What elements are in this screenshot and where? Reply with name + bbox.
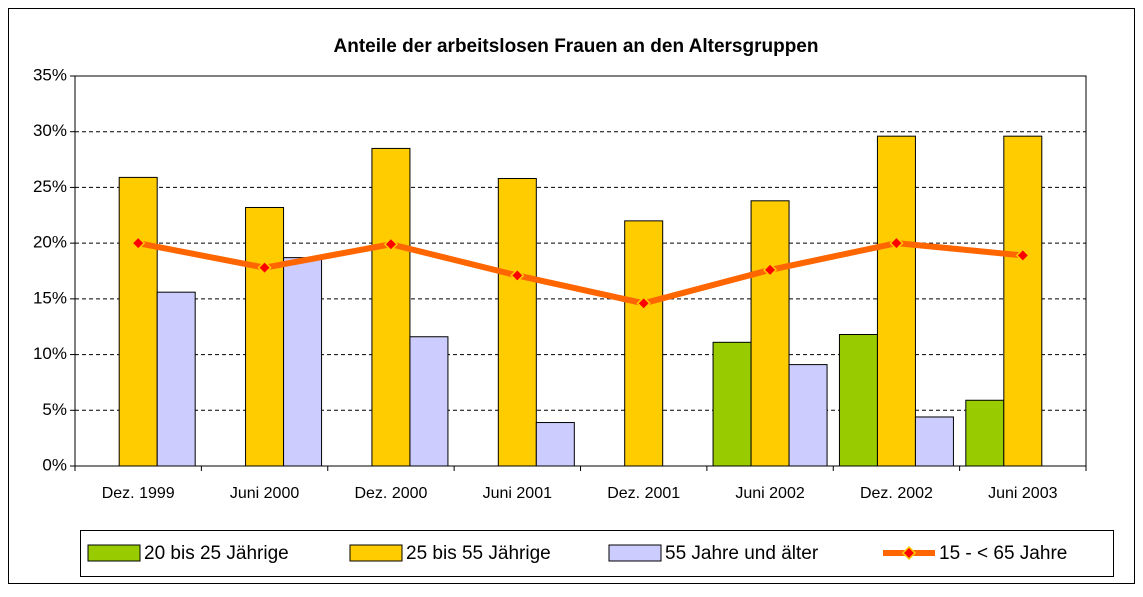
x-tick-label: Juni 2001 — [483, 485, 552, 502]
legend-box — [80, 530, 1114, 577]
y-tick-label: 25% — [33, 177, 67, 196]
x-tick-label: Juni 2002 — [735, 485, 804, 502]
line-marker — [510, 268, 525, 283]
bar — [876, 135, 916, 467]
bar — [283, 257, 323, 467]
bar — [788, 364, 828, 467]
y-tick-label: 30% — [33, 121, 67, 140]
x-tick-label: Dez. 2001 — [607, 485, 680, 502]
line-marker — [636, 296, 651, 311]
line-marker — [763, 262, 778, 277]
plot-area — [74, 75, 1087, 467]
bar — [118, 176, 158, 467]
x-tick-label: Dez. 2002 — [860, 485, 933, 502]
bar — [1003, 135, 1043, 467]
line-marker — [257, 260, 272, 275]
bar — [838, 334, 878, 467]
y-tick-label: 35% — [33, 65, 67, 84]
legend-swatch — [608, 544, 662, 562]
legend-label: 55 Jahre und älter — [665, 543, 819, 564]
bar — [156, 291, 196, 467]
y-tick-label: 20% — [33, 233, 67, 252]
x-tick-label: Juni 2000 — [230, 485, 299, 502]
y-tick-label: 10% — [33, 344, 67, 363]
x-tick-label: Dez. 2000 — [354, 485, 427, 502]
x-tick-label: Dez. 1999 — [102, 485, 175, 502]
bar — [965, 399, 1005, 467]
line-marker — [1015, 248, 1030, 263]
legend-label: 25 bis 55 Jährige — [406, 543, 551, 564]
line-marker — [889, 236, 904, 251]
line-marker — [383, 237, 398, 252]
bar — [497, 178, 537, 467]
chart-title: Anteile der arbeitslosen Frauen an den A… — [334, 36, 819, 57]
line — [137, 240, 1024, 307]
x-tick-label: Juni 2003 — [988, 485, 1057, 502]
legend-label: 20 bis 25 Jährige — [144, 543, 289, 564]
bar — [371, 147, 411, 467]
bar — [914, 416, 954, 467]
bar — [409, 336, 449, 467]
y-tick-label: 0% — [42, 455, 67, 474]
line-marker — [131, 236, 146, 251]
legend-marker — [901, 545, 917, 561]
y-tick-label: 15% — [33, 288, 67, 307]
y-tick-label: 5% — [42, 400, 67, 419]
bar — [624, 220, 664, 467]
bar — [712, 341, 752, 467]
bar — [245, 206, 285, 467]
legend-swatch — [87, 544, 141, 562]
legend-label: 15 - < 65 Jahre — [939, 543, 1067, 564]
bar — [750, 200, 790, 467]
legend-swatch — [349, 544, 403, 562]
bar — [535, 422, 575, 467]
